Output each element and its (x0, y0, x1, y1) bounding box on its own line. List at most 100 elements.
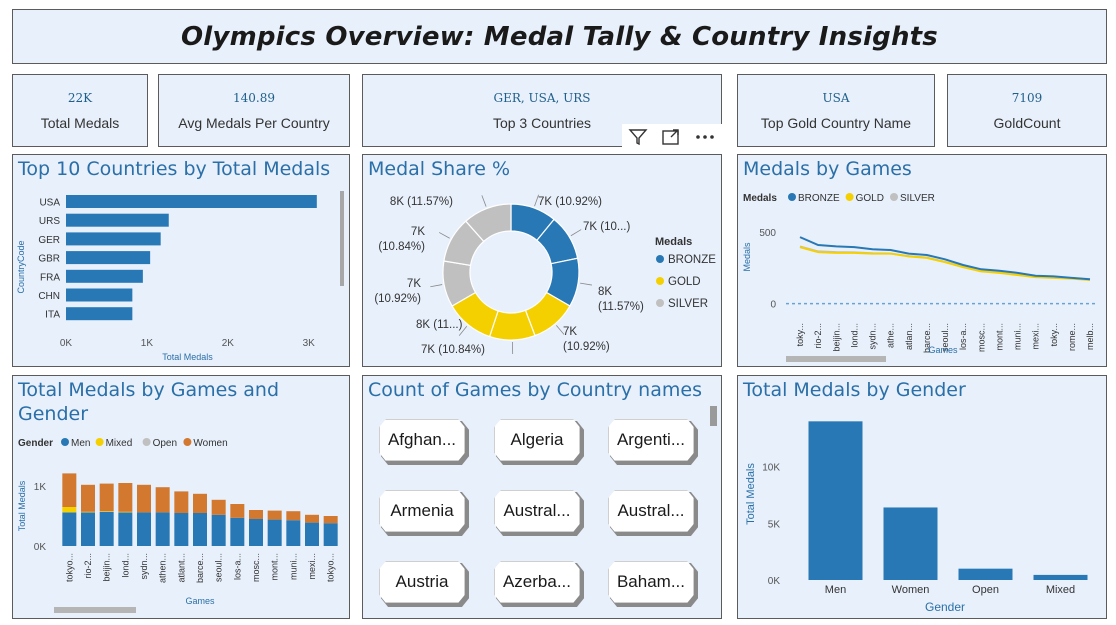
tick-label-x: athen... (158, 553, 168, 583)
slicer-country-button[interactable]: Afghan... (379, 419, 465, 461)
chart-medal-share[interactable]: Medal Share % 7K (10.92%) 7K (10...) 8K (11… (362, 154, 722, 367)
chart-top10-countries[interactable]: Top 10 Countries by Total Medals USA URS G… (12, 154, 350, 367)
series-line (799, 246, 1091, 281)
donut-slice (464, 203, 512, 243)
tick-label-x: mexi... (1031, 323, 1041, 350)
kpi-card-top-gold-country[interactable]: USA Top Gold Country Name (737, 74, 935, 147)
bar-segment (62, 512, 77, 546)
filter-icon[interactable] (628, 128, 648, 150)
bar-segment (305, 522, 319, 546)
chart-title: Total Medals by Games and Gender (18, 379, 280, 425)
slicer-country-names[interactable]: Count of Games by Country names Afghan..… (362, 375, 722, 619)
chart-title: Medal Share % (368, 158, 511, 180)
bar-segment (230, 504, 245, 518)
x-axis-title: Gender (925, 600, 965, 614)
tick-label-x: Open (972, 584, 999, 596)
bar-segment (155, 487, 170, 513)
tick-label-x: los-a... (958, 323, 968, 350)
leader-line (481, 195, 487, 207)
data-label: 7K (10.92%) (563, 326, 610, 353)
bar-segment (249, 519, 263, 546)
bar (66, 307, 133, 321)
chart-medals-by-gender[interactable]: Total Medals by Gender 0K 5K 10K Men Women Op… (737, 375, 1107, 619)
legend-marker (845, 193, 854, 201)
kpi-card-gold-count[interactable]: 7109 GoldCount (947, 74, 1107, 147)
kpi-value: 22K (67, 90, 93, 105)
tick-label-x: beijin... (831, 323, 841, 352)
tick-label-x: seoul... (940, 323, 950, 352)
x-axis-title: Games (928, 345, 958, 355)
tick-label-x: muni... (288, 553, 298, 580)
tick-label-x: mont... (270, 553, 280, 581)
slicer-country-button[interactable]: Austria (379, 561, 465, 603)
bar-segment (118, 512, 133, 546)
data-label: 8K (11.57%) (390, 196, 453, 208)
bar (66, 213, 169, 227)
bar-segment (174, 491, 189, 513)
bar-segment (62, 473, 77, 507)
tick-label-y: GBR (38, 254, 60, 265)
tick-label-y: 10K (762, 463, 780, 474)
kpi-label: Avg Medals Per Country (178, 114, 330, 131)
tick-label-x: barce... (922, 323, 932, 353)
y-axis-title: Total Medals (17, 480, 27, 531)
tick-label-y: ITA (45, 310, 60, 321)
data-label: 8K (11.57%) (598, 286, 644, 313)
chart-games-gender[interactable]: Total Medals by Games and Gender Gender M… (12, 375, 350, 619)
slicer-country-button[interactable]: Austral... (494, 490, 580, 532)
slicer-country-button[interactable]: Austral... (608, 490, 694, 532)
page-title: Olympics Overview: Medal Tally & Country… (181, 21, 938, 52)
slicer-country-button[interactable]: Azerba... (494, 561, 580, 603)
chart-title: Total Medals by Gender (743, 379, 966, 401)
slicer-country-button[interactable]: Baham... (608, 561, 694, 603)
focus-mode-icon[interactable] (661, 128, 681, 150)
leader-line (570, 229, 582, 237)
tick-label-x: Mixed (1046, 584, 1075, 596)
data-label: 8K (11...) (416, 319, 463, 331)
kpi-card-avg-medals[interactable]: 140.89 Avg Medals Per Country (158, 74, 350, 147)
legend-label: SILVER (900, 193, 935, 204)
kpi-card-top3-countries[interactable]: GER, USA, URS Top 3 Countries (362, 74, 722, 147)
slicer-country-button[interactable]: Algeria (494, 419, 580, 461)
bar-segment (249, 510, 263, 519)
slicer-country-button[interactable]: Argenti... (608, 419, 694, 461)
tick-label-x: sydn... (868, 323, 878, 350)
tick-label-x: athe... (886, 323, 896, 348)
top10-bar-chart[interactable]: USA URS GER GBR FRA CHN ITA 0K 1K 2K 3K Total Medal… (13, 155, 349, 366)
medals-by-games-line-chart[interactable]: Medals BRONZE GOLD SILVER 0 500 toky... rio-2..… (738, 155, 1106, 366)
bar-segment (137, 484, 151, 513)
bar-segment (286, 511, 301, 521)
bar-segment (193, 493, 207, 513)
tick-label-y: 0 (770, 300, 776, 311)
medal-share-donut[interactable]: 7K (10.92%) 7K (10...) 8K (11.57%) 7K (10.92%… (363, 155, 721, 366)
chart-title: Count of Games by Country names (368, 379, 702, 401)
kpi-card-total-medals[interactable]: 22K Total Medals (12, 74, 148, 147)
y-axis-title: Total Medals (745, 463, 757, 525)
tick-label-y: 1K (34, 482, 47, 493)
bar (66, 288, 133, 302)
bar (1033, 574, 1088, 580)
bar-segment (118, 483, 133, 512)
scrollbar (54, 607, 136, 613)
legend-title: Medals (743, 193, 777, 204)
bar-segment (193, 513, 207, 546)
chart-medals-by-games[interactable]: Medals by Games Medals BRONZE GOLD SILVER 0 5… (737, 154, 1107, 367)
leader-line (580, 282, 593, 286)
games-gender-stacked-chart[interactable]: Gender Men Mixed Open Women 0K 1K tokyo... rio-2… (13, 376, 349, 618)
tick-label-x: mont... (994, 323, 1004, 351)
tick-label-x: barce... (195, 553, 205, 583)
bar-segment (305, 514, 319, 523)
bar-segment (81, 484, 95, 512)
kpi-label: Total Medals (40, 114, 120, 131)
kpi-value: GER, USA, URS (493, 90, 591, 105)
kpi-value: 7109 (1011, 90, 1043, 105)
slicer-country-button[interactable]: Armenia (379, 490, 465, 532)
bar-segment (99, 483, 114, 512)
bar-segment (174, 513, 189, 546)
tick-label-y: CHN (38, 291, 60, 302)
slicer-scrollbar[interactable] (710, 406, 717, 426)
more-options-icon[interactable] (694, 128, 716, 150)
tick-label-x: 2K (222, 338, 235, 349)
legend-label: BRONZE (798, 193, 840, 204)
